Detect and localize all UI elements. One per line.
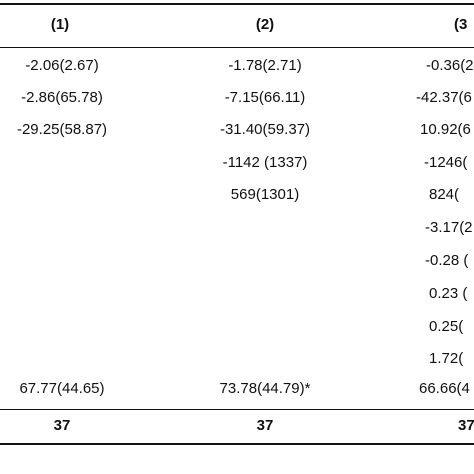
table-row: -1142 (1337) -1246( <box>0 152 474 174</box>
footer-cell: 37 <box>53 417 71 434</box>
table-row: 569(1301) 824( <box>0 184 474 206</box>
table-footer-rule <box>0 409 474 410</box>
table-cell: -1246( <box>424 154 468 171</box>
table-cell: 1.72( <box>429 350 464 367</box>
table-cell: 0.23 ( <box>429 285 468 302</box>
header-col-2: (2) <box>255 16 275 33</box>
table-row: 0.23 ( <box>0 283 474 305</box>
table-bottom-rule <box>0 443 474 445</box>
table-row: 0.25( <box>0 316 474 338</box>
table-footer-row: 37 37 37 <box>0 415 474 437</box>
table-cell: -42.37(6 <box>416 89 472 106</box>
footer-cell: 37 <box>256 417 274 434</box>
table-header-row: (1) (2) (3 <box>0 14 474 36</box>
table-row: 1.72( <box>0 348 474 370</box>
table-cell: -29.25(58.87) <box>16 121 108 138</box>
table-row: -0.28 ( <box>0 250 474 272</box>
table-cell: 10.92(6 <box>420 121 471 138</box>
table-row: -3.17(2 <box>0 217 474 239</box>
table-top-rule <box>0 3 474 5</box>
table-cell: -31.40(59.37) <box>219 121 311 138</box>
table-cell: -7.15(66.11) <box>224 89 306 106</box>
table-cell: 569(1301) <box>230 186 300 203</box>
table-row: 67.77(44.65) 73.78(44.79)* 66.66(4 <box>0 378 474 400</box>
table-cell: -0.36(2 <box>426 57 474 74</box>
table-cell: -1142 (1337) <box>222 154 308 171</box>
table-row: -2.06(2.67) -1.78(2.71) -0.36(2 <box>0 55 474 77</box>
table-header-rule <box>0 47 474 48</box>
table-cell: 73.78(44.79)* <box>219 380 311 397</box>
table-cell: -1.78(2.71) <box>228 57 302 74</box>
table-cell: 66.66(4 <box>419 380 470 397</box>
table-cell: -2.86(65.78) <box>21 89 103 106</box>
table-cell: -0.28 ( <box>425 252 469 269</box>
header-col-3: (3 <box>454 16 468 33</box>
table-cell: 67.77(44.65) <box>19 380 105 397</box>
table-row: -2.86(65.78) -7.15(66.11) -42.37(6 <box>0 87 474 109</box>
table-cell: -2.06(2.67) <box>25 57 99 74</box>
table-cell: -3.17(2 <box>425 219 473 236</box>
table-cell: 0.25( <box>429 318 464 335</box>
table-cell: 824( <box>429 186 460 203</box>
header-col-1: (1) <box>50 16 70 33</box>
footer-cell: 37 <box>458 417 474 434</box>
table-row: -29.25(58.87) -31.40(59.37) 10.92(6 <box>0 119 474 141</box>
